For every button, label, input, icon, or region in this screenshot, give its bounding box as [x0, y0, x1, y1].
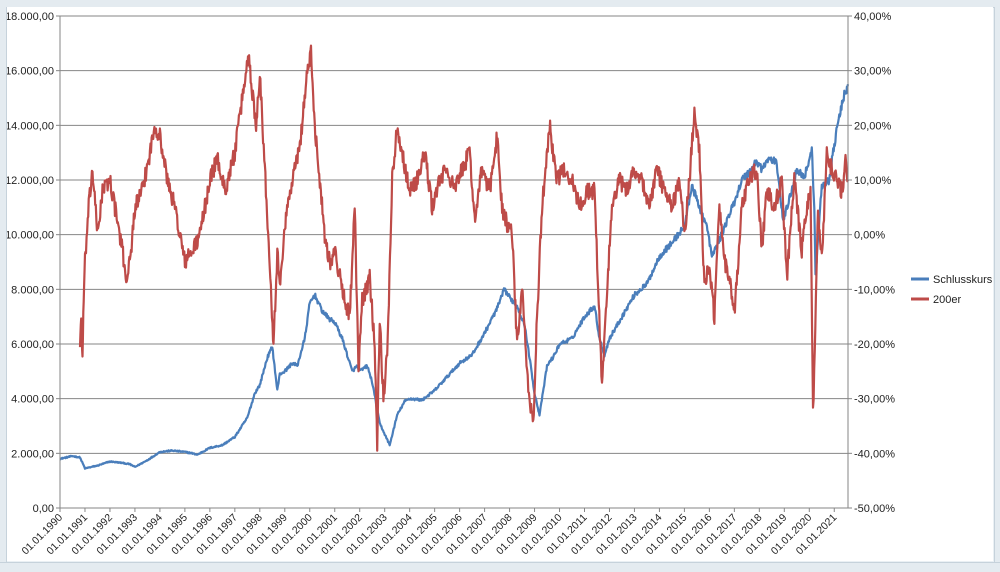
series-line-schlusskurs	[59, 84, 850, 470]
worksheet-bottom-strip	[0, 562, 1000, 572]
right-axis-tick-label: 20,00%	[854, 120, 892, 132]
left-axis-tick-label: 0,00	[33, 503, 54, 515]
left-axis-tick-label: 4.000,00	[11, 394, 54, 406]
series-lines	[59, 44, 850, 470]
right-axis-tick-label: 40,00%	[854, 11, 892, 23]
left-axis-tick-label: 12.000,00	[7, 175, 54, 187]
legend-label: Schlusskurs	[933, 274, 993, 286]
left-axis-tick-label: 2.000,00	[11, 448, 54, 460]
right-axis-tick-label: 30,00%	[854, 66, 892, 78]
legend[interactable]: Schlusskurs 200er	[911, 274, 993, 306]
left-axis-tick-label: 10.000,00	[7, 230, 54, 242]
right-axis-ticks: -50,00% -40,00% -30,00% -20,00% -10,00% 0,00%…	[848, 11, 895, 515]
legend-label: 200er	[933, 294, 961, 306]
right-axis-tick-label: -40,00%	[854, 448, 895, 460]
right-axis-tick-label: 0,00%	[854, 230, 885, 242]
x-axis-ticks: 01.01.199001.01.199101.01.199201.01.1993…	[19, 508, 839, 557]
right-axis-tick-label: -30,00%	[854, 394, 895, 406]
worksheet-left-strip	[0, 7, 7, 562]
worksheet-right-strip	[994, 7, 1000, 562]
chart-area[interactable]: 0,00 2.000,00 4.000,00 6.000,00 8.000,00 10.0…	[5, 7, 993, 561]
right-axis-tick-label: -50,00%	[854, 503, 895, 515]
right-axis-tick-label: -10,00%	[854, 284, 895, 296]
right-axis-tick-label: -20,00%	[854, 339, 895, 351]
gridlines	[60, 15, 848, 509]
left-axis-tick-label: 6.000,00	[11, 339, 54, 351]
left-axis-tick-label: 8.000,00	[11, 284, 54, 296]
line-chart: 0,00 2.000,00 4.000,00 6.000,00 8.000,00 10.0…	[5, 11, 993, 557]
left-axis-ticks: 0,00 2.000,00 4.000,00 6.000,00 8.000,00 10.0…	[5, 11, 60, 515]
plot-border	[59, 15, 849, 509]
left-axis-tick-label: 14.000,00	[7, 120, 54, 132]
series-line-200er	[78, 44, 849, 452]
right-axis-tick-label: 10,00%	[854, 175, 892, 187]
left-axis-tick-label: 18.000,00	[7, 11, 54, 23]
left-axis-tick-label: 16.000,00	[7, 66, 54, 78]
